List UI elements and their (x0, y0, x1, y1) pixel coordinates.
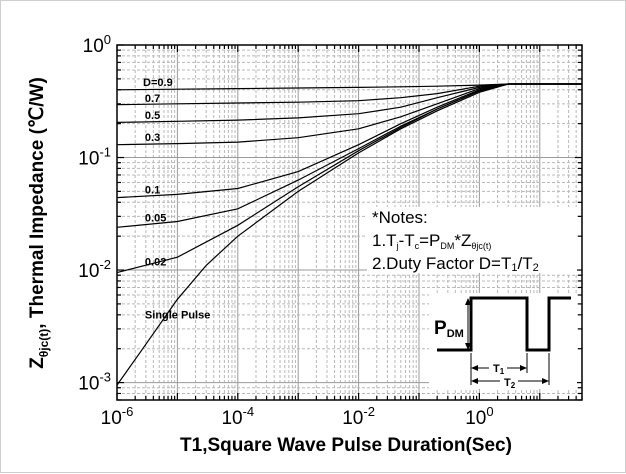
notes-line-2: 2.Duty Factor D=T1/T2 (372, 254, 539, 274)
series-lines (116, 83, 582, 386)
y-tick-label-2: 10-2 (78, 257, 111, 282)
x-tick-labels: 10-6 10-4 10-2 100 (101, 404, 494, 429)
notes-line-1: 1.Tj-Tc=PDM*Zθjc(t) (372, 231, 491, 251)
t1-label: T1 (493, 363, 505, 376)
y-tick-labels: 100 10-1 10-2 10-3 (78, 32, 111, 395)
x-tick-label-2: 10-2 (342, 404, 375, 429)
series-label-1: 0.7 (145, 93, 160, 105)
notes-background (367, 207, 577, 273)
y-tick-label-1: 10-1 (78, 145, 111, 170)
series-label-4: 0.1 (145, 184, 160, 196)
series-label-5: 0.05 (145, 213, 166, 225)
pulse-diagram: PDM T1 T2 (429, 293, 577, 390)
series-label-7: Single Pulse (145, 310, 210, 322)
series-line-0 (116, 83, 582, 91)
series-line-6 (116, 83, 582, 274)
x-tick-label-1: 10-4 (221, 404, 254, 429)
notes-title: *Notes: (372, 208, 428, 227)
series-label-6: 0.02 (145, 256, 166, 268)
x-tick-label-3: 100 (465, 404, 493, 429)
pulse-waveform (437, 296, 571, 352)
series-label-3: 0.3 (145, 132, 160, 144)
series-label-0: D=0.9 (143, 77, 173, 89)
y-axis-title: Zθjc(t), Thermal Impedance (℃/W) (27, 77, 51, 369)
x-axis-title: T1,Square Wave Pulse Duration(Sec) (180, 435, 512, 456)
series-line-7 (116, 83, 582, 386)
t2-label: T2 (504, 377, 516, 390)
axis-tick-marks (116, 44, 583, 401)
series-label-2: 0.5 (145, 110, 160, 122)
x-tick-label-0: 10-6 (101, 404, 134, 429)
y-tick-label-3: 10-3 (78, 370, 111, 395)
series-labels: D=0.9 0.7 0.5 0.3 0.1 0.05 0.02 Single Pulse (143, 77, 210, 321)
y-tick-label-0: 100 (83, 32, 111, 57)
pdm-label: PDM (434, 318, 464, 340)
